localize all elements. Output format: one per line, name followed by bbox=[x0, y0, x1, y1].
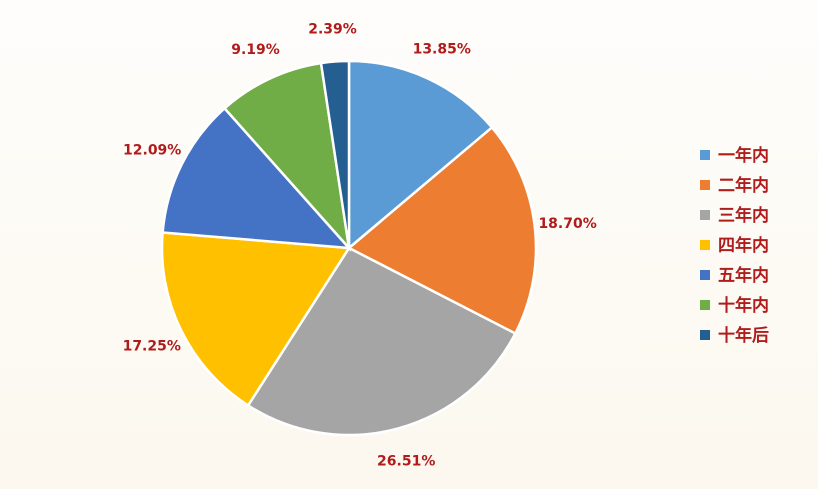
legend-label: 一年内 bbox=[718, 145, 769, 166]
pie-slice bbox=[160, 231, 352, 408]
pie-slice bbox=[319, 59, 351, 249]
data-label: 17.25% bbox=[123, 338, 181, 354]
legend-label: 十年后 bbox=[718, 325, 769, 346]
data-label: 12.09% bbox=[123, 143, 181, 159]
legend-swatch bbox=[700, 330, 710, 340]
data-label: 18.70% bbox=[538, 216, 596, 232]
data-label: 13.85% bbox=[413, 42, 471, 58]
pie-slice bbox=[222, 61, 351, 252]
pie-slice bbox=[347, 59, 494, 251]
data-label: 9.19% bbox=[231, 42, 280, 58]
pie-slice bbox=[246, 246, 518, 437]
legend-swatch bbox=[700, 240, 710, 250]
legend-swatch bbox=[700, 150, 710, 160]
legend-label: 四年内 bbox=[718, 235, 769, 256]
legend-label: 二年内 bbox=[718, 175, 769, 196]
data-label: 2.39% bbox=[308, 22, 357, 38]
legend-swatch bbox=[700, 210, 710, 220]
data-label: 26.51% bbox=[377, 453, 435, 469]
legend-swatch bbox=[700, 300, 710, 310]
pie-slice bbox=[346, 125, 538, 336]
legend-swatch bbox=[700, 270, 710, 280]
legend-label: 三年内 bbox=[718, 205, 769, 226]
pie-slice bbox=[161, 106, 353, 250]
legend-swatch bbox=[700, 180, 710, 190]
legend-label: 五年内 bbox=[718, 265, 769, 286]
legend-label: 十年内 bbox=[718, 295, 769, 316]
